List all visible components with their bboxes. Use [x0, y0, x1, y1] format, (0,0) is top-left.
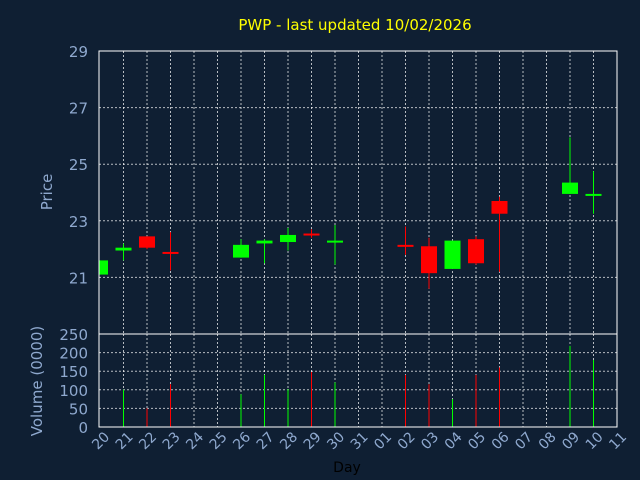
- candle-body: [421, 246, 437, 274]
- candle-body: [585, 193, 602, 196]
- candle-body: [233, 244, 249, 258]
- candle-body: [397, 244, 414, 247]
- candle-body: [280, 234, 296, 243]
- x-tick-label: 10: [583, 429, 607, 453]
- x-tick-label: 26: [230, 429, 254, 453]
- price-axis-label: Price: [38, 174, 56, 211]
- price-tick-label: 25: [69, 156, 88, 174]
- x-tick-label: 23: [160, 429, 184, 453]
- volume-tick-label: 100: [59, 382, 88, 400]
- x-tick-label: 02: [395, 429, 419, 453]
- x-tick-label: 27: [254, 429, 278, 453]
- candle-body: [303, 233, 320, 236]
- price-tick-label: 27: [69, 100, 88, 118]
- x-tick-label: 25: [207, 429, 231, 453]
- x-tick-label: 01: [371, 429, 395, 453]
- price-panel: 21 23 25 27 29: [69, 43, 618, 335]
- candle-body: [562, 182, 578, 194]
- volume-tick-label: 250: [59, 326, 88, 344]
- x-tick-label: 28: [277, 429, 301, 453]
- x-tick-label: 05: [465, 429, 489, 453]
- volume-axis-label: Volume (0000): [28, 326, 46, 436]
- volume-tick-label: 50: [69, 400, 88, 418]
- price-tick-label: 29: [69, 43, 88, 61]
- x-tick-label: 29: [301, 429, 325, 453]
- x-tick-label: 09: [559, 429, 583, 453]
- x-tick-label: 31: [348, 429, 372, 453]
- chart-title: PWP - last updated 10/02/2026: [238, 16, 471, 34]
- x-tick-label: 24: [183, 429, 207, 453]
- candle-body: [444, 240, 461, 269]
- x-tick-label: 22: [136, 429, 160, 453]
- x-tick-label: 30: [324, 429, 348, 453]
- price-tick-label: 23: [69, 213, 88, 231]
- candle-body: [256, 240, 273, 244]
- x-tick-label: 20: [89, 429, 113, 453]
- x-tick-label: 08: [536, 429, 560, 453]
- x-tick-label: 04: [442, 429, 466, 453]
- candle-body: [491, 200, 508, 214]
- volume-tick-label: 150: [59, 363, 88, 381]
- candle-body: [115, 247, 132, 251]
- x-tick-label: 07: [512, 429, 536, 453]
- volume-frame: [98, 333, 618, 428]
- candle-body: [139, 236, 155, 248]
- candle-body: [100, 260, 108, 275]
- volume-tick-label: 0: [78, 419, 88, 437]
- price-tick-label: 21: [69, 269, 88, 287]
- x-tick-label: 06: [489, 429, 513, 453]
- x-tick-label: 21: [113, 429, 137, 453]
- x-tick-label: 03: [418, 429, 442, 453]
- candle-body: [162, 251, 179, 254]
- volume-tick-label: 200: [59, 345, 88, 363]
- candle-body: [468, 239, 484, 264]
- x-tick-label: 11: [606, 429, 630, 453]
- candle-body: [327, 240, 343, 243]
- x-axis-label: Day: [333, 460, 361, 476]
